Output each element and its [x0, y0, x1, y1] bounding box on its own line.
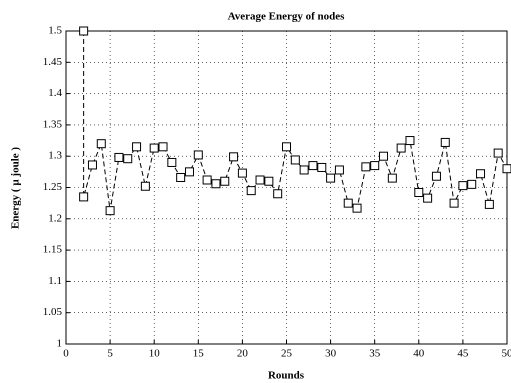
x-tick-label: 10	[149, 348, 161, 360]
data-marker	[132, 142, 142, 152]
y-tick-label: 1.3	[48, 150, 62, 162]
x-tick-label: 5	[107, 348, 113, 360]
x-tick-label: 45	[457, 348, 469, 360]
data-marker	[370, 161, 380, 171]
data-marker	[105, 206, 115, 216]
data-marker	[123, 154, 133, 164]
data-marker	[114, 152, 124, 162]
data-marker	[387, 173, 397, 183]
x-tick-label: 30	[325, 348, 337, 360]
data-marker	[202, 175, 212, 185]
data-marker	[149, 143, 159, 153]
x-tick-label: 50	[502, 348, 511, 360]
data-marker	[193, 150, 203, 160]
data-marker	[158, 142, 168, 152]
y-axis-label: Energy ( µ joule )	[10, 147, 22, 229]
data-marker	[273, 189, 283, 199]
data-marker	[184, 167, 194, 177]
data-marker	[167, 157, 177, 167]
data-marker	[405, 136, 415, 146]
data-marker	[467, 179, 477, 189]
data-marker	[229, 152, 239, 162]
y-tick-label: 1.1	[48, 275, 62, 287]
data-marker	[502, 164, 511, 174]
data-marker	[343, 198, 353, 208]
x-tick-label: 25	[281, 348, 293, 360]
y-tick-label: 1.45	[43, 56, 63, 68]
data-marker	[290, 155, 300, 165]
y-tick-label: 1.15	[43, 244, 63, 256]
data-marker	[282, 142, 291, 152]
data-marker	[79, 26, 89, 36]
data-marker	[396, 143, 406, 153]
data-marker	[476, 169, 486, 179]
data-marker	[431, 171, 441, 181]
y-tick-label: 1.05	[43, 306, 63, 318]
data-marker	[246, 186, 256, 196]
data-marker	[211, 179, 221, 189]
data-marker	[87, 160, 97, 170]
data-marker	[326, 173, 336, 183]
data-marker	[79, 192, 89, 202]
y-tick-label: 1.5	[48, 25, 62, 37]
data-marker	[140, 181, 150, 191]
y-tick-label: 1.2	[48, 212, 62, 224]
data-marker	[484, 199, 494, 209]
x-tick-label: 0	[63, 348, 69, 360]
y-tick-label: 1	[57, 338, 63, 350]
y-tick-label: 1.35	[43, 118, 63, 130]
data-line	[83, 31, 508, 211]
data-marker	[423, 193, 433, 203]
data-marker	[255, 175, 265, 185]
data-marker	[458, 181, 468, 191]
data-marker	[379, 151, 389, 161]
x-tick-label: 35	[369, 348, 381, 360]
y-tick-label: 1.25	[43, 181, 63, 193]
x-tick-label: 20	[237, 348, 249, 360]
data-marker	[299, 165, 309, 175]
y-tick-label: 1.4	[48, 87, 62, 99]
data-marker	[96, 139, 106, 149]
data-marker	[352, 203, 362, 213]
data-marker	[220, 176, 230, 186]
data-marker	[264, 176, 274, 186]
x-tick-label: 15	[193, 348, 205, 360]
data-marker	[493, 148, 503, 158]
data-marker	[414, 188, 424, 198]
x-tick-label: 40	[413, 348, 425, 360]
data-marker	[361, 162, 371, 172]
data-marker	[334, 165, 344, 175]
x-axis-label: Rounds	[268, 370, 305, 382]
chart-title: Average Energy of nodes	[228, 11, 346, 23]
data-marker	[237, 168, 247, 178]
data-marker	[176, 172, 186, 182]
data-marker	[317, 162, 327, 172]
plot-frame	[65, 30, 508, 345]
data-marker	[449, 198, 459, 208]
data-marker	[308, 161, 318, 171]
data-marker	[440, 137, 450, 147]
